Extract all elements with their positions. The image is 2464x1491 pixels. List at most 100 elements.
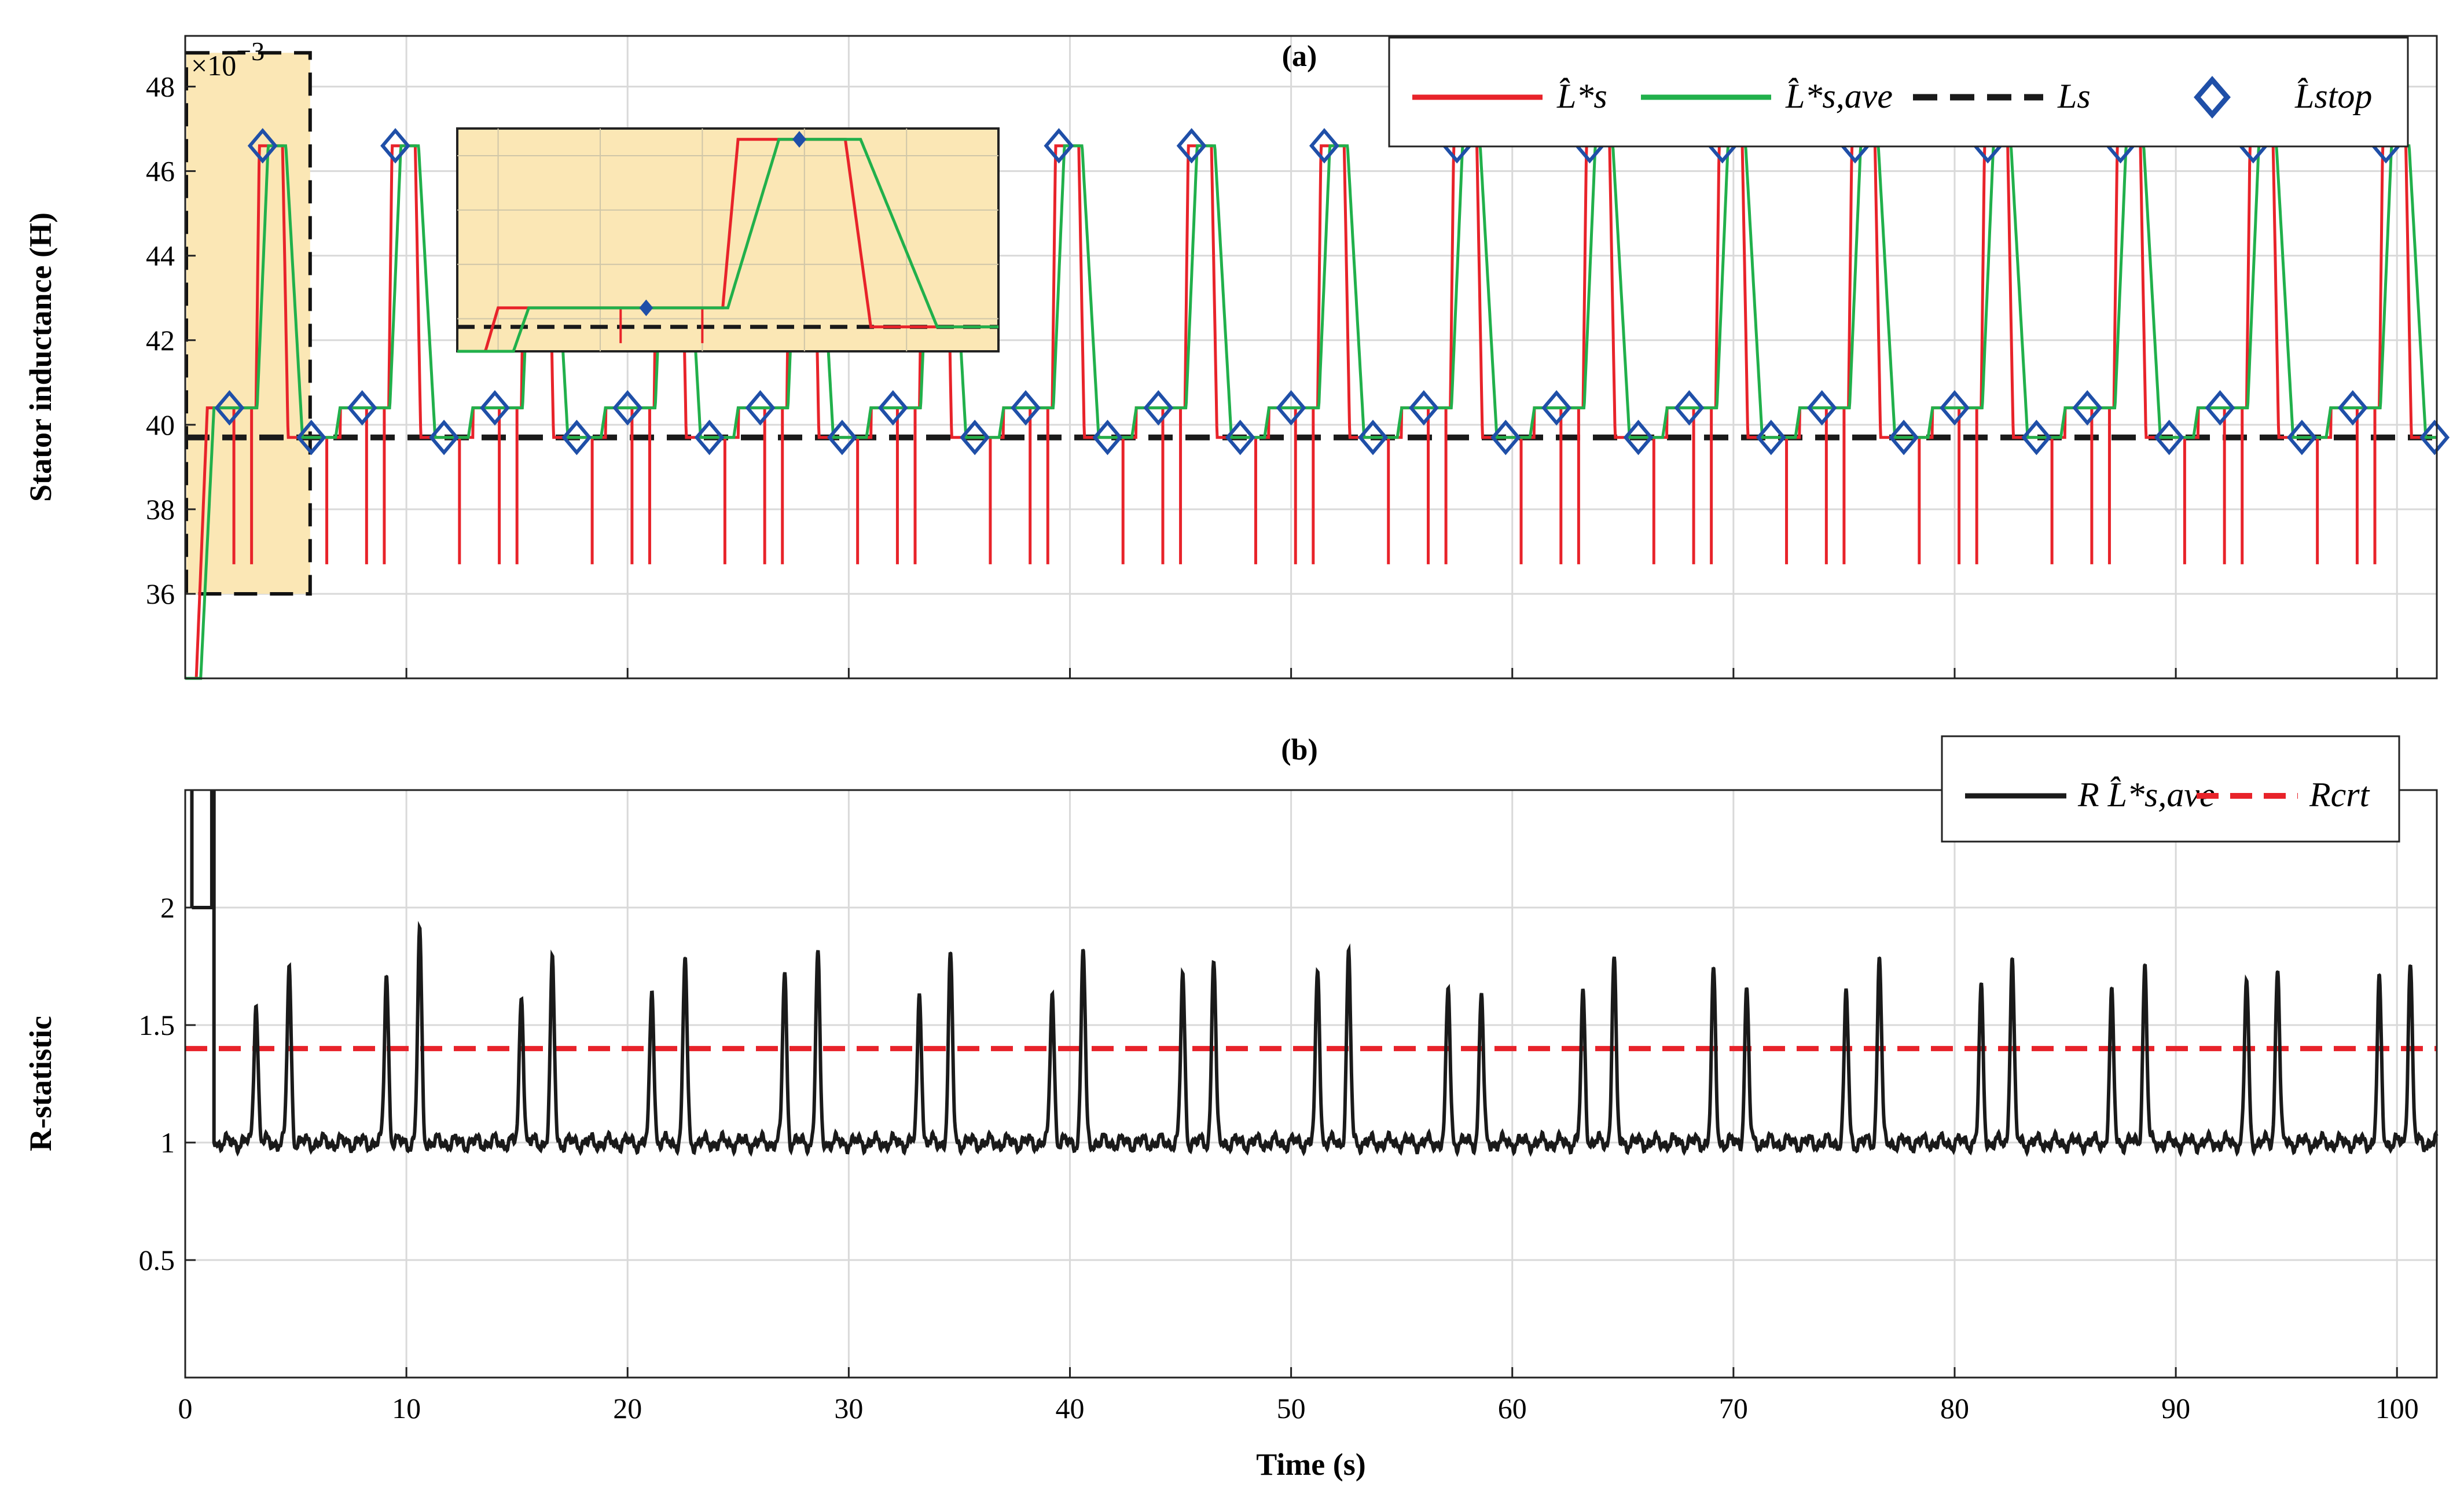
y-multiplier-exponent: −3 <box>236 36 265 66</box>
l-stop-marker <box>480 390 510 426</box>
l-stop-marker <box>214 390 245 426</box>
l-stop-marker <box>1674 390 1705 426</box>
r-peak-point <box>1051 993 1053 994</box>
legend-text-l-hat: L̂*s <box>1556 77 1607 115</box>
x-tick-label: 50 <box>1277 1392 1306 1424</box>
r-peak-point <box>1980 982 1982 984</box>
r-peak-point <box>1713 967 1714 968</box>
zoom-inset <box>456 127 1000 353</box>
l-stop-marker <box>347 390 377 426</box>
legend-text-l-stop: L̂stop <box>2294 77 2372 115</box>
l-stop-marker <box>1623 420 1654 456</box>
x-tick-label: 10 <box>392 1392 421 1424</box>
l-stop-marker <box>1143 390 1174 426</box>
r-peak-point <box>1481 993 1482 994</box>
l-stop-marker <box>827 420 857 456</box>
plot-b-area <box>185 790 2437 1378</box>
y-axis-label-a: Stator inductance (H) <box>23 212 58 502</box>
x-tick-label: 90 <box>2161 1392 2190 1424</box>
legend-a: L̂*s L̂*s,ave Ls L̂stop <box>1388 36 2409 148</box>
series-r <box>190 790 2439 1158</box>
plot-a-frame <box>184 35 2438 680</box>
l-stop-marker <box>2205 390 2235 426</box>
r-peak-point <box>2144 963 2146 965</box>
inset-l-stop-marker <box>792 131 806 148</box>
r-peak-point <box>919 993 920 995</box>
legend-text-l-ave: L̂*s,ave <box>1785 77 1893 115</box>
l-stop-marker <box>1176 128 1207 164</box>
plot-b-frame <box>184 789 2438 1379</box>
l-stop-marker <box>247 128 278 164</box>
r-peak-point <box>1213 961 1214 963</box>
r-peak-point <box>520 998 522 1000</box>
x-tick-label: 60 <box>1498 1392 1527 1424</box>
legend-marker-l-stop <box>2194 76 2231 119</box>
y-axis-label-b: R-statistic <box>23 1016 58 1151</box>
r-peak-point <box>2246 979 2248 981</box>
r-peak-point <box>950 951 952 953</box>
r-peak-point <box>2011 957 2013 958</box>
plot-b-ticks: 0 10 20 30 40 50 60 70 80 90 100 0.5 1 1.5 2 <box>139 891 2419 1424</box>
l-stop-marker <box>1490 420 1521 456</box>
panel-a: 36 38 40 42 44 46 48 ×10−3 (a) Stator inductan… <box>23 35 2450 680</box>
zoom-region-highlight <box>185 51 312 596</box>
y-tick-label-a: 38 <box>146 493 175 526</box>
r-peak-point <box>651 990 653 992</box>
l-stop-marker <box>1011 390 1041 426</box>
plot-b-series <box>185 790 2439 1158</box>
inset-l-stop-marker <box>639 299 653 317</box>
l-stop-marker <box>2419 420 2450 456</box>
l-stop-marker <box>960 420 990 456</box>
l-stop-marker <box>877 390 908 426</box>
panel-a-label: (a) <box>1282 40 1317 73</box>
plot-a-ticks: 36 38 40 42 44 46 48 <box>146 71 2398 678</box>
x-axis-label: Time (s) <box>1256 1447 1365 1482</box>
inset-series-l-ave <box>457 138 998 353</box>
l-stop-marker <box>612 390 643 426</box>
r-peak-point <box>1082 949 1084 950</box>
l-stop-marker <box>561 420 592 456</box>
r-peak-point <box>1447 987 1449 989</box>
r-peak-point <box>1879 956 1881 958</box>
l-stop-marker <box>1309 128 1339 164</box>
l-stop-marker <box>1225 420 1255 456</box>
l-stop-marker <box>1044 128 1074 164</box>
y-tick-label-a: 40 <box>146 409 175 441</box>
x-tick-label: 100 <box>2375 1392 2419 1424</box>
y-tick-label-a: 42 <box>146 324 175 357</box>
x-tick-label: 30 <box>834 1392 863 1424</box>
r-peak-point <box>1347 948 1349 950</box>
r-peak-point <box>684 956 686 958</box>
l-stop-marker <box>1806 390 1837 426</box>
l-stop-marker <box>1940 390 1970 426</box>
l-stop-marker <box>1358 420 1388 456</box>
l-stop-marker <box>2021 420 2052 456</box>
legend-b-box <box>1941 735 2400 843</box>
y-tick-label-a: 44 <box>146 240 175 272</box>
y-tick-label-a: 36 <box>146 578 175 610</box>
l-stop-marker <box>1092 420 1123 456</box>
y-tick-label-b: 2 <box>160 891 175 924</box>
y-tick-label-a: 48 <box>146 71 175 103</box>
l-stop-marker <box>1276 390 1306 426</box>
x-tick-label: 40 <box>1055 1392 1084 1424</box>
l-stop-marker <box>296 420 326 456</box>
l-stop-marker <box>429 420 460 456</box>
r-peak-point <box>2276 970 2278 972</box>
y-tick-label-b: 1.5 <box>139 1009 175 1041</box>
panel-b-label: (b) <box>1281 733 1318 766</box>
legend-text-r-crt: Rcrt <box>2309 776 2370 814</box>
x-tick-label: 0 <box>178 1392 193 1424</box>
y-multiplier-base: ×10 <box>191 49 236 82</box>
r-peak-point <box>1613 956 1615 958</box>
r-peak-point <box>552 954 553 956</box>
l-stop-marker <box>2337 390 2368 426</box>
r-peak-point <box>419 926 421 928</box>
x-tick-label: 20 <box>613 1392 642 1424</box>
y-tick-label-b: 0.5 <box>139 1244 175 1276</box>
x-tick-label: 80 <box>1940 1392 1969 1424</box>
l-stop-marker <box>694 420 725 456</box>
zoom-inset-grid <box>457 128 998 351</box>
y-multiplier: ×10−3 <box>191 36 265 82</box>
